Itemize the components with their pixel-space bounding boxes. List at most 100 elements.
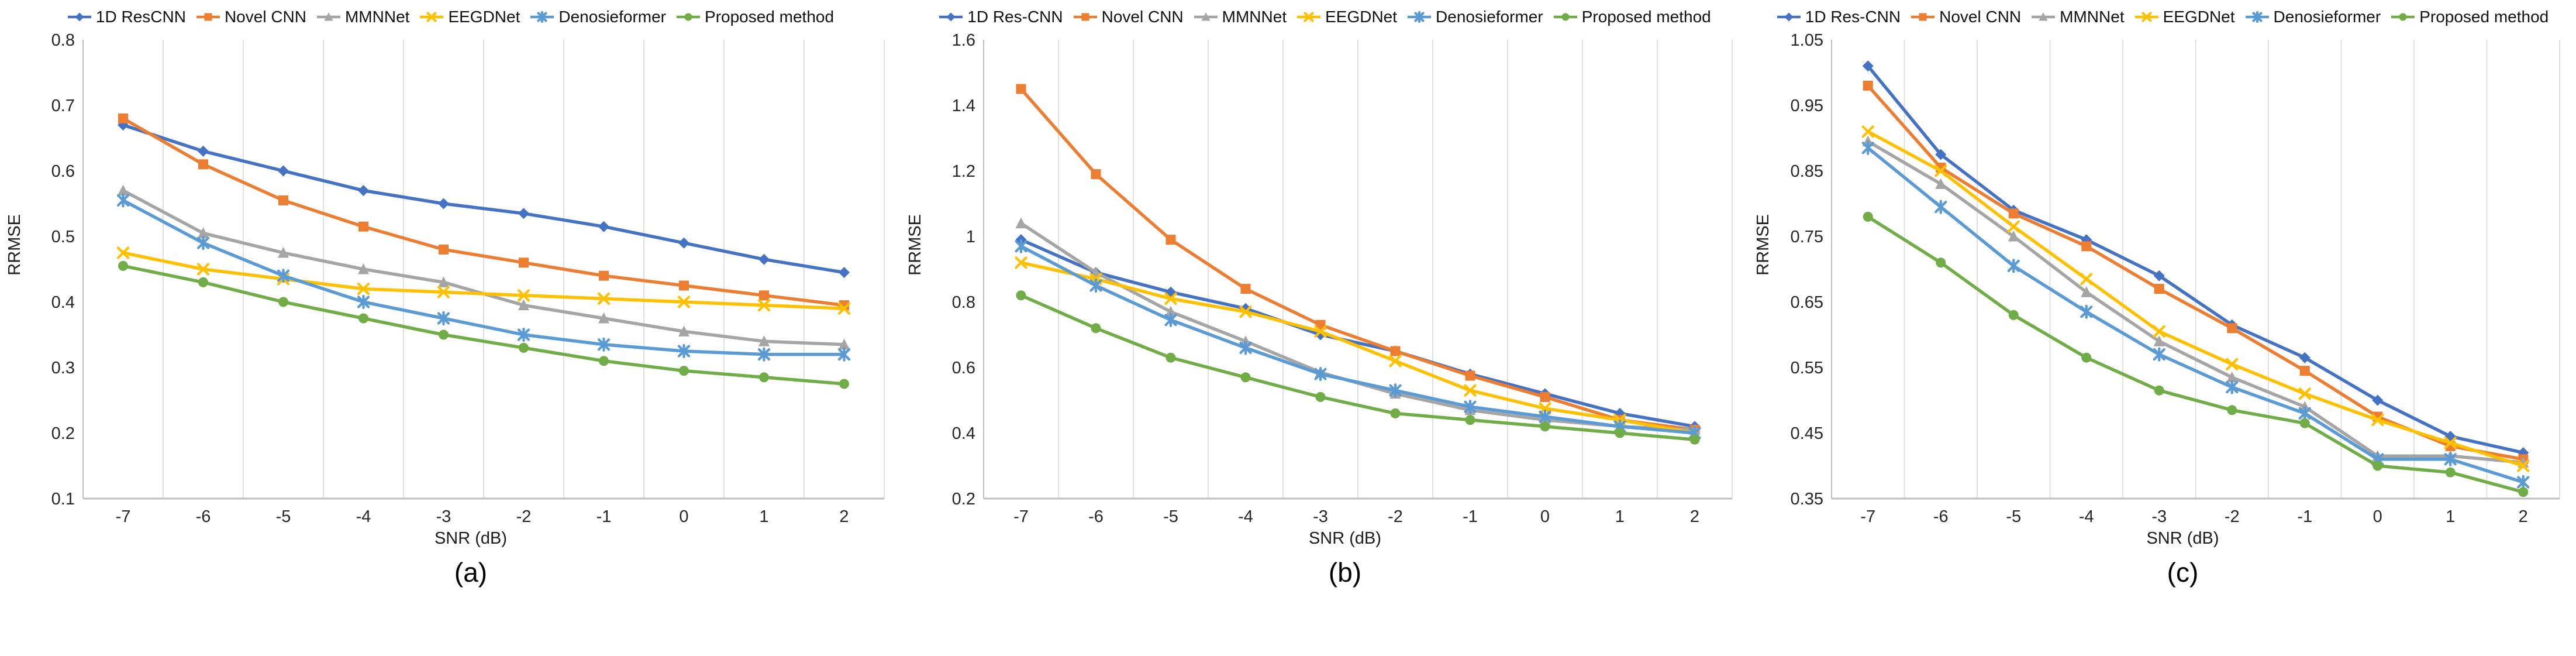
series-line xyxy=(1019,238,1696,428)
series-line xyxy=(121,123,846,274)
series-marker-square xyxy=(2299,366,2310,376)
series-marker-square xyxy=(198,159,208,170)
series-marker-triangle xyxy=(324,12,333,21)
series-marker-circle xyxy=(1315,391,1326,402)
series-marker-circle xyxy=(1091,323,1101,334)
x-tick-label: -6 xyxy=(1933,507,1949,526)
legend-item: MMNNet xyxy=(1193,8,1287,26)
series-marker-triangle xyxy=(598,312,609,324)
legend-label: EEGDNet xyxy=(448,8,520,26)
chart-caption-c: (c) xyxy=(2167,557,2199,588)
x-tick-label: 2 xyxy=(839,507,849,526)
series-marker-triangle xyxy=(2081,286,2092,297)
series-line xyxy=(1866,64,2525,455)
y-tick-label: 0.5 xyxy=(51,228,75,246)
legend-marker-icon xyxy=(420,12,444,22)
series-marker-x xyxy=(1303,12,1314,22)
legend-item: Denosieformer xyxy=(2244,8,2381,26)
y-tick-label: 0.55 xyxy=(1791,359,1823,377)
legend-item: Denosieformer xyxy=(1406,8,1543,26)
series-marker-triangle xyxy=(758,335,770,346)
series-line xyxy=(1019,294,1696,441)
series-marker-asterisk xyxy=(837,347,851,362)
series-marker-asterisk xyxy=(2251,11,2263,23)
series-marker-circle xyxy=(278,297,288,307)
series-marker-triangle xyxy=(438,276,449,287)
series-marker-asterisk xyxy=(1934,200,1947,214)
legend-c: 1D Res-CNN Novel CNN MMNNet EEGDNet Deno… xyxy=(1749,4,2576,30)
x-tick-label: 2 xyxy=(2519,507,2528,526)
series-marker-x xyxy=(837,302,851,315)
x-tick-label: 1 xyxy=(2446,507,2455,526)
series-marker-square xyxy=(1081,13,1089,21)
series-marker-circle xyxy=(198,277,208,287)
series-marker-square xyxy=(118,113,128,123)
series-line xyxy=(121,198,846,356)
x-tick-label: 1 xyxy=(1615,507,1625,526)
series-marker-circle xyxy=(1615,428,1625,438)
series-marker-x xyxy=(1314,325,1327,338)
series-1d-rescnn xyxy=(118,119,850,279)
x-tick-label: -1 xyxy=(2297,507,2312,526)
series-marker-asterisk xyxy=(2517,475,2530,490)
legend-label: Proposed method xyxy=(2419,8,2549,26)
x-tick-label: -5 xyxy=(1163,507,1178,526)
series-marker-circle xyxy=(839,379,849,389)
series-marker-diamond xyxy=(2372,394,2384,406)
legend-label: MMNNet xyxy=(1222,8,1287,26)
series-marker-diamond xyxy=(358,185,369,197)
series-proposed-method xyxy=(1863,211,2529,497)
series-denosieformer xyxy=(1861,140,2530,490)
legend-label: MMNNet xyxy=(2060,8,2125,26)
series-marker-asterisk xyxy=(1861,140,1874,155)
series-line xyxy=(1866,130,2525,468)
plot-area-c: 1.05 0.95 0.85 0.75 0.65 0.55 0.45 0.35 -7 -6 -5 -4… xyxy=(1791,31,2560,526)
legend-marker-icon xyxy=(2391,13,2415,21)
x-tick-label: -2 xyxy=(1388,507,1403,526)
series-marker-square xyxy=(599,270,609,281)
series-marker-circle xyxy=(1240,372,1251,383)
series-marker-circle xyxy=(1689,434,1700,445)
series-marker-triangle xyxy=(1201,12,1211,21)
chart-panel-a: 1D ResCNN Novel CNN MMNNet EEGDNet Denos… xyxy=(0,0,901,656)
plot-area-a: 0.8 0.7 0.6 0.5 0.4 0.3 0.2 0.1 -7 -6 -5 -4 -3 -2 -1 0 1… xyxy=(51,31,885,526)
series-marker-circle xyxy=(2518,487,2529,497)
y-tick-label: 0.7 xyxy=(51,97,75,115)
series-marker-x xyxy=(1389,355,1402,368)
series-marker-triangle xyxy=(278,247,289,258)
series-marker-x xyxy=(517,289,530,302)
x-tick-label: 0 xyxy=(679,507,688,526)
x-tick-label: 0 xyxy=(1540,507,1550,526)
series-marker-triangle xyxy=(1165,305,1177,317)
series-marker-triangle xyxy=(2226,371,2238,383)
series-line xyxy=(121,116,846,307)
series-marker-circle xyxy=(1465,415,1475,425)
series-marker-x xyxy=(1861,125,1874,138)
y-tick-label: 0.6 xyxy=(51,162,75,181)
y-tick-label: 0.85 xyxy=(1791,162,1823,181)
y-tick-label: 0.1 xyxy=(51,490,75,509)
y-axis-title: RRMSE xyxy=(905,214,925,276)
series-marker-circle xyxy=(1390,408,1401,418)
series-marker-diamond xyxy=(1935,149,1947,160)
y-tick-label: 1 xyxy=(966,228,975,246)
series-marker-triangle xyxy=(518,299,529,311)
series-marker-asterisk xyxy=(757,347,771,362)
legend-item: EEGDNet xyxy=(419,8,520,26)
series-marker-x xyxy=(196,263,210,276)
x-tick-label: -6 xyxy=(196,507,211,526)
series-marker-asterisk xyxy=(2007,259,2020,273)
series-marker-asterisk xyxy=(196,236,210,250)
series-marker-circle xyxy=(2299,418,2310,428)
series-marker-x xyxy=(2444,437,2457,449)
series-marker-x xyxy=(1164,292,1177,305)
series-marker-circle xyxy=(1540,421,1550,432)
series-marker-diamond xyxy=(75,12,84,22)
x-tick-label: -3 xyxy=(436,507,451,526)
x-tick-label: -1 xyxy=(1463,507,1478,526)
series-marker-square xyxy=(1465,370,1475,381)
legend-item: Denosieformer xyxy=(529,8,666,26)
legend-label: Denosieformer xyxy=(1436,8,1543,26)
legend-a: 1D ResCNN Novel CNN MMNNet EEGDNet Denos… xyxy=(0,4,901,30)
legend-b: 1D Res-CNN Novel CNN MMNNet EEGDNet Deno… xyxy=(901,4,1749,30)
